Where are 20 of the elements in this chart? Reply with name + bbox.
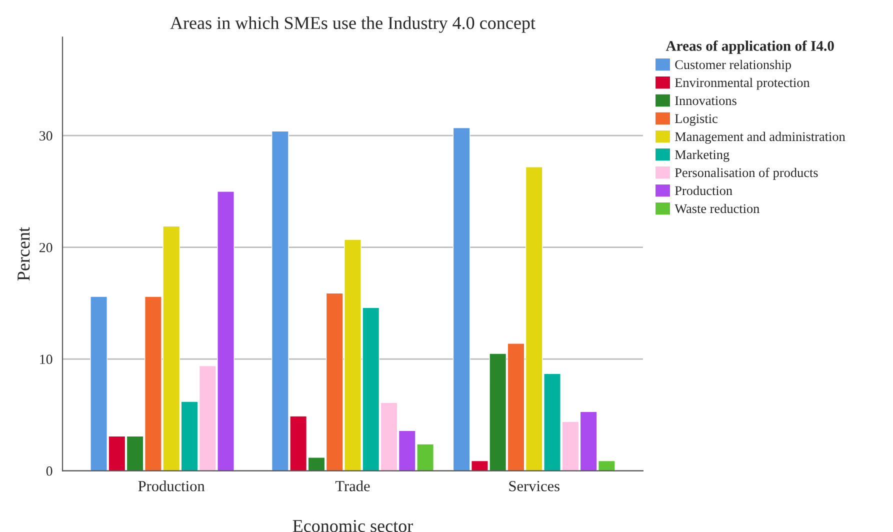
- x-axis-title: Economic sector: [292, 520, 413, 532]
- x-tick-label: Trade: [335, 480, 370, 492]
- legend-label: Marketing: [675, 150, 730, 162]
- x-tick-label: Production: [138, 480, 205, 492]
- legend-title: Areas of application of I4.0: [666, 40, 834, 54]
- legend-label: Customer relationship: [675, 60, 792, 72]
- legend-label: Innovations: [675, 96, 736, 106]
- y-tick-label: 0: [46, 466, 52, 476]
- legend-label: Waste reduction: [674, 204, 760, 214]
- y-tick-label: 10: [40, 354, 52, 364]
- y-tick-label: 30: [40, 131, 52, 141]
- legend-label: Logistic: [675, 114, 718, 126]
- legend-label: Environmental protection: [675, 78, 810, 90]
- x-tick-label: Services: [509, 481, 560, 492]
- legend-label: Management and administration: [675, 132, 846, 144]
- chart-title: Areas in which SMEs use the Industry 4.0 concept: [170, 16, 536, 33]
- legend-label: Production: [675, 186, 732, 196]
- y-tick-label: 20: [40, 242, 52, 252]
- y-axis-title: Percent: [18, 227, 30, 281]
- legend-label: Personalisation of products: [675, 168, 818, 180]
